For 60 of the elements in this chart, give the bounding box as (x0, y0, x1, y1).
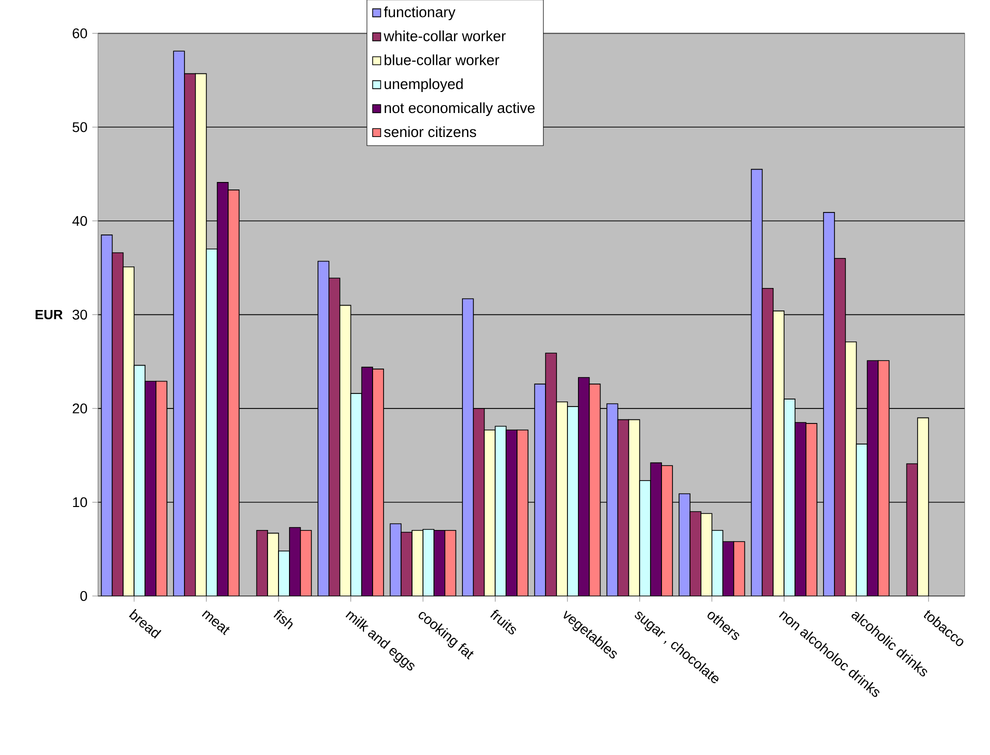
y-tick-label: 60 (72, 28, 88, 38)
bar (422, 529, 434, 596)
y-axis-title: EUR (36, 310, 63, 320)
bar (350, 393, 362, 596)
bar (100, 234, 113, 596)
bar (134, 365, 146, 596)
legend-label: unemployed (384, 78, 463, 92)
bar (173, 50, 185, 596)
bar (390, 524, 402, 596)
bar (762, 288, 774, 596)
bar (784, 398, 796, 596)
bar (628, 419, 640, 596)
bar (122, 266, 135, 596)
legend-label: senior citizens (384, 126, 476, 138)
bar (534, 384, 546, 596)
bar (184, 73, 196, 596)
bar (328, 278, 340, 596)
bar (339, 305, 352, 596)
legend-label: white-collar worker (384, 30, 506, 42)
bar (750, 169, 763, 596)
y-tick-label: 50 (72, 122, 88, 132)
bar (462, 298, 474, 596)
bar (700, 513, 712, 596)
bar (845, 342, 857, 596)
bar (617, 419, 630, 596)
y-tick-label: 20 (72, 404, 88, 414)
bar (678, 494, 690, 596)
x-tick-label: milk and eggs (346, 611, 414, 671)
bar (823, 212, 835, 596)
bar (494, 426, 507, 596)
y-tick-label: 40 (72, 216, 88, 226)
bar (318, 260, 330, 596)
bar (856, 444, 868, 596)
bar (711, 530, 724, 596)
bar (556, 402, 568, 596)
bar (567, 406, 579, 596)
legend-label: not economically active (384, 102, 535, 116)
bar (267, 532, 279, 596)
y-tick-label: 10 (73, 497, 88, 508)
bar (400, 532, 412, 596)
bar (606, 404, 618, 596)
bar (834, 258, 846, 596)
y-tick-label: 0 (80, 591, 88, 602)
bar (206, 248, 218, 596)
bar (690, 511, 702, 596)
legend-label: blue-collar worker (384, 54, 500, 66)
legend-label: functionary (384, 6, 456, 20)
bar (472, 408, 485, 596)
x-tick-label: fish (274, 610, 293, 630)
bar (639, 480, 651, 596)
bar (484, 430, 496, 596)
bar (412, 530, 424, 596)
bar (917, 418, 929, 596)
bar (112, 252, 124, 596)
bar (906, 464, 918, 596)
bar (545, 352, 557, 596)
bar (195, 73, 207, 596)
y-tick-label: 30 (72, 310, 88, 320)
bar (256, 530, 268, 596)
bar (772, 310, 785, 596)
